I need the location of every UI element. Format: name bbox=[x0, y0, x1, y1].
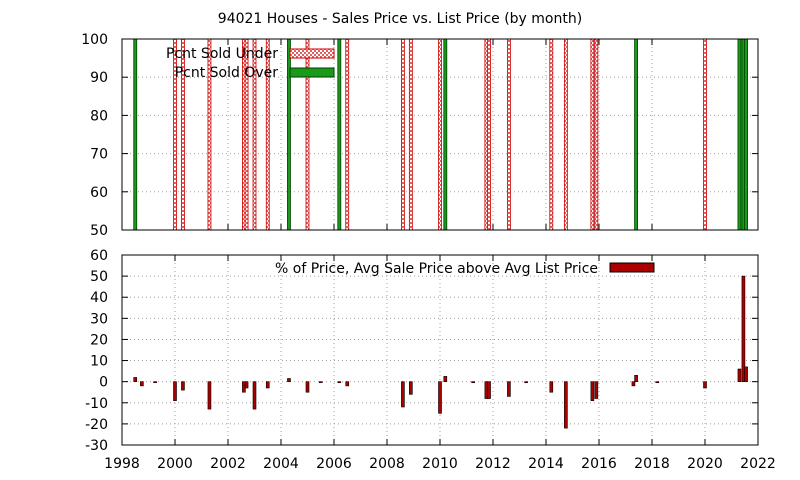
y-tick-label: 20 bbox=[90, 332, 108, 348]
y-tick-label: 100 bbox=[81, 32, 108, 48]
y-tick-label: 80 bbox=[90, 108, 108, 124]
bar-sold-under bbox=[506, 38, 511, 231]
y-tick-label: 10 bbox=[90, 354, 108, 370]
bar-price-diff bbox=[634, 375, 638, 382]
y-tick-label: 0 bbox=[99, 375, 108, 391]
bar-price-diff bbox=[524, 381, 528, 384]
x-tick-label: 2022 bbox=[740, 456, 776, 472]
bottom-frame bbox=[121, 254, 759, 446]
bar-price-diff bbox=[318, 381, 323, 384]
bar-price-diff bbox=[549, 381, 554, 393]
bar-price-diff bbox=[265, 381, 270, 389]
y-tick-label: 90 bbox=[90, 70, 108, 86]
x-tick-label: 2002 bbox=[210, 456, 246, 472]
bar-sold-under bbox=[438, 38, 442, 231]
bar-sold-under bbox=[549, 38, 554, 231]
x-tick-label: 1998 bbox=[104, 456, 140, 472]
bar-price-diff bbox=[744, 366, 748, 382]
bar-sold-over bbox=[133, 38, 138, 231]
x-tick-label: 2014 bbox=[528, 456, 564, 472]
y-tick-label: 50 bbox=[90, 269, 108, 285]
bar-price-diff bbox=[737, 368, 742, 382]
x-tick-label: 2000 bbox=[157, 456, 193, 472]
bar-price-diff bbox=[590, 381, 595, 401]
y-tick-label: 70 bbox=[90, 147, 108, 163]
bar-price-diff bbox=[703, 381, 707, 389]
bar-price-diff bbox=[471, 381, 475, 384]
bar-price-diff bbox=[401, 381, 405, 408]
bar-price-diff bbox=[594, 381, 599, 399]
bar-sold-under bbox=[345, 38, 350, 231]
chart-title: 94021 Houses - Sales Price vs. List Pric… bbox=[218, 11, 582, 27]
bar-sold-under bbox=[594, 38, 599, 231]
x-tick-label: 2008 bbox=[369, 456, 405, 472]
bar-sold-under bbox=[703, 38, 707, 231]
bar-sold-over bbox=[337, 38, 342, 231]
bar-sold-under bbox=[408, 38, 413, 231]
x-tick-label: 2010 bbox=[422, 456, 458, 472]
y-tick-label: -30 bbox=[85, 438, 108, 454]
x-tick-label: 2020 bbox=[687, 456, 723, 472]
bar-price-diff bbox=[631, 381, 636, 387]
bar-sold-under bbox=[563, 38, 568, 231]
bar-price-diff bbox=[140, 381, 144, 387]
y-tick-label: 60 bbox=[90, 185, 108, 201]
y-tick-label: 60 bbox=[90, 248, 108, 264]
legend-swatch bbox=[609, 262, 655, 273]
bar-price-diff bbox=[207, 381, 212, 410]
x-tick-label: 2006 bbox=[316, 456, 352, 472]
bar-price-diff bbox=[337, 381, 342, 384]
bar-price-diff bbox=[564, 381, 568, 429]
bar-price-diff bbox=[244, 381, 249, 389]
bar-price-diff bbox=[181, 381, 185, 391]
bar-price-diff bbox=[507, 381, 511, 397]
x-tick-label: 2004 bbox=[263, 456, 299, 472]
y-tick-label: 50 bbox=[90, 223, 108, 239]
legend-label: Pcnt Sold Over bbox=[175, 65, 279, 81]
y-tick-label: 40 bbox=[90, 290, 108, 306]
bar-price-diff bbox=[345, 381, 350, 387]
bar-sold-under bbox=[590, 38, 595, 231]
bar-sold-under bbox=[487, 38, 491, 231]
bar-price-diff bbox=[305, 381, 310, 393]
y-tick-label: 30 bbox=[90, 311, 108, 327]
bar-price-diff bbox=[443, 376, 448, 382]
bar-sold-over bbox=[744, 38, 748, 231]
bar-price-diff bbox=[252, 381, 257, 410]
bar-price-diff bbox=[287, 378, 291, 382]
bottom-panel: -30 -20 -10 0 10 20 30 40 50 60 1998 2000 2002 2004 20… bbox=[85, 248, 776, 472]
bar-price-diff bbox=[438, 381, 442, 414]
bar-price-diff bbox=[173, 381, 177, 401]
legend-swatch bbox=[289, 67, 335, 78]
x-tick-label: 2012 bbox=[475, 456, 511, 472]
y-tick-label: -10 bbox=[85, 396, 108, 412]
bar-price-diff bbox=[409, 381, 413, 395]
bar-sold-over bbox=[737, 38, 742, 231]
legend-swatch bbox=[289, 48, 335, 59]
bar-price-diff bbox=[655, 381, 660, 384]
top-panel: 50 60 70 80 90 100 Pcnt Sold Under Pcnt Sold Ov… bbox=[81, 32, 759, 239]
bar-price-diff bbox=[741, 275, 746, 382]
bar-price-diff bbox=[153, 381, 157, 384]
x-tick-label: 2018 bbox=[634, 456, 670, 472]
bar-sold-under bbox=[400, 38, 405, 231]
x-tick-label: 2016 bbox=[581, 456, 617, 472]
bar-price-diff bbox=[487, 381, 491, 399]
bar-sold-over bbox=[634, 38, 638, 231]
y-tick-label: -20 bbox=[85, 417, 108, 433]
legend-label: % of Price, Avg Sale Price above Avg Lis… bbox=[275, 261, 598, 277]
bar-price-diff bbox=[133, 377, 138, 382]
top-frame bbox=[121, 38, 759, 231]
bar-sold-over bbox=[443, 38, 448, 231]
legend-label: Pcnt Sold Under bbox=[166, 46, 278, 62]
